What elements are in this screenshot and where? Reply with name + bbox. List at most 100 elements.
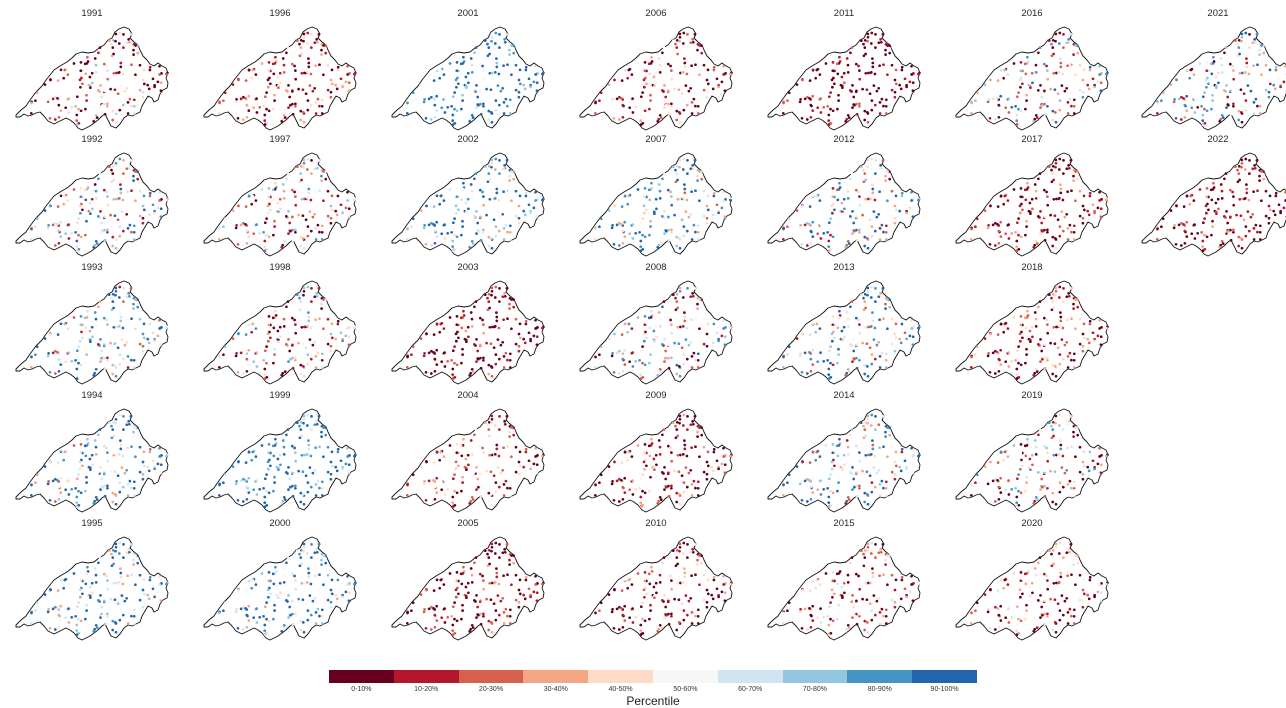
- station-dot: [491, 581, 494, 585]
- station-dot: [848, 215, 852, 218]
- station-dot: [1082, 194, 1086, 198]
- station-dot: [663, 488, 666, 491]
- station-dot: [51, 223, 55, 227]
- station-dot: [136, 426, 139, 429]
- station-dot: [682, 618, 686, 622]
- station-dot: [1081, 204, 1085, 208]
- station-dot: [999, 235, 1003, 238]
- station-dot: [59, 578, 63, 582]
- station-dot: [855, 89, 858, 93]
- station-dot: [869, 580, 873, 584]
- station-dot: [847, 626, 851, 629]
- station-dot: [723, 335, 727, 339]
- station-dot: [809, 485, 813, 489]
- station-dot: [453, 503, 457, 507]
- station-dot: [678, 421, 681, 425]
- station-dot: [999, 194, 1003, 198]
- station-dot: [1081, 332, 1085, 336]
- station-dot: [298, 436, 302, 440]
- station-dot: [481, 64, 484, 68]
- station-dot: [485, 341, 488, 345]
- station-dot: [314, 366, 318, 369]
- station-dot: [1051, 38, 1055, 42]
- station-dot: [95, 116, 99, 119]
- station-dot: [1018, 460, 1022, 464]
- station-dot: [488, 434, 491, 438]
- station-dot: [863, 164, 867, 168]
- station-dot: [851, 106, 854, 109]
- station-dot: [483, 39, 487, 43]
- station-dot: [827, 245, 831, 248]
- station-dot: [281, 567, 285, 570]
- station-dot: [1031, 81, 1034, 85]
- station-dot: [114, 374, 118, 378]
- station-dot: [477, 103, 480, 107]
- station-dot: [1058, 99, 1062, 102]
- station-dot: [846, 445, 850, 449]
- station-dot: [503, 420, 506, 423]
- station-dot: [295, 293, 299, 297]
- station-dot: [347, 463, 351, 467]
- station-dot: [827, 373, 831, 376]
- station-dot: [1072, 366, 1076, 369]
- station-dot: [123, 343, 127, 347]
- station-dot: [455, 619, 459, 623]
- station-dot: [159, 591, 163, 595]
- station-dot: [705, 588, 709, 592]
- station-dot: [91, 335, 94, 339]
- station-dot: [712, 450, 716, 454]
- station-dot: [132, 53, 135, 56]
- station-dot: [285, 433, 288, 437]
- station-dot: [903, 331, 907, 335]
- station-dot: [1076, 426, 1079, 429]
- station-dot: [329, 600, 333, 604]
- station-dot: [279, 335, 282, 339]
- station-dot: [84, 72, 88, 76]
- station-dot: [462, 565, 465, 569]
- station-dot: [301, 493, 305, 496]
- station-dot: [302, 549, 305, 553]
- station-dot: [273, 603, 276, 607]
- station-dot: [121, 613, 125, 617]
- station-dot: [79, 195, 83, 199]
- station-dot: [641, 503, 645, 507]
- station-dot: [127, 294, 131, 298]
- station-dot: [433, 497, 437, 501]
- station-dot: [59, 450, 63, 454]
- station-dot: [446, 615, 450, 619]
- station-dot: [639, 95, 643, 99]
- station-dot: [696, 224, 700, 228]
- station-dot: [43, 337, 47, 340]
- station-dot: [686, 159, 689, 162]
- station-dot: [1059, 443, 1063, 447]
- station-dot: [799, 223, 802, 227]
- station-dot: [867, 325, 870, 329]
- station-dot: [678, 630, 682, 634]
- station-dot: [1040, 95, 1044, 99]
- station-dot: [81, 464, 84, 468]
- station-dot: [866, 289, 870, 293]
- station-dot: [116, 92, 120, 96]
- station-dot: [517, 460, 521, 464]
- station-dot: [690, 112, 694, 115]
- station-dot: [678, 161, 682, 165]
- station-dot: [97, 433, 100, 437]
- station-dot: [908, 80, 912, 84]
- station-dot: [782, 611, 785, 615]
- station-dot: [680, 474, 684, 478]
- station-dot: [457, 82, 460, 86]
- station-dot: [245, 613, 249, 617]
- station-dot: [455, 323, 459, 327]
- station-dot: [75, 249, 79, 253]
- station-dot: [498, 543, 501, 546]
- station-dot: [869, 196, 873, 200]
- station-dot: [518, 578, 522, 582]
- station-dot: [884, 302, 887, 306]
- station-dot: [88, 457, 92, 461]
- station-dot: [1015, 249, 1019, 253]
- station-dot: [781, 111, 785, 115]
- station-dot: [469, 311, 473, 314]
- station-dot: [829, 107, 832, 111]
- station-dot: [141, 204, 145, 208]
- station-dot: [141, 460, 145, 464]
